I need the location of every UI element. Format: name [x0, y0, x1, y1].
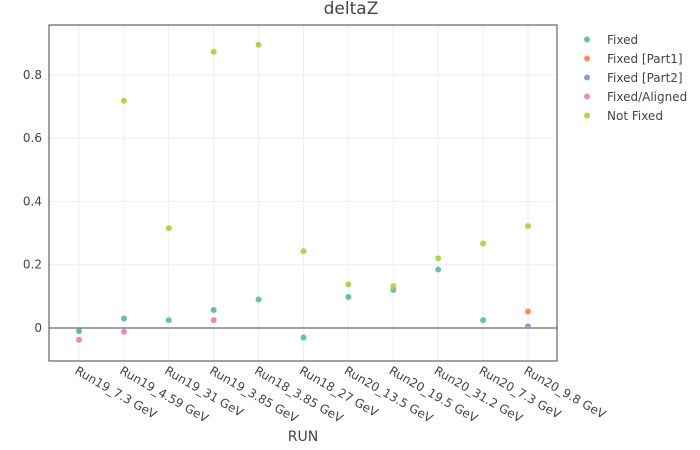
- data-point[interactable]: [255, 296, 262, 303]
- legend-label: Fixed: [607, 33, 638, 47]
- legend-marker: [584, 93, 590, 100]
- data-point[interactable]: [120, 315, 127, 322]
- legend-label: Fixed [Part2]: [607, 71, 683, 85]
- data-point[interactable]: [480, 240, 487, 247]
- data-point[interactable]: [76, 336, 82, 343]
- legend-marker: [584, 36, 590, 43]
- legend-item[interactable]: Fixed [Part2]: [584, 71, 683, 85]
- y-tick-label: 0.8: [23, 68, 42, 82]
- legend-marker: [584, 55, 590, 62]
- y-tick-label: 0.4: [23, 194, 42, 208]
- legend-label: Not Fixed: [607, 109, 663, 123]
- data-point[interactable]: [525, 323, 531, 330]
- data-point[interactable]: [345, 281, 352, 288]
- data-point[interactable]: [390, 283, 397, 290]
- legend-marker: [584, 112, 590, 119]
- legend-item[interactable]: Fixed: [584, 33, 638, 47]
- data-point[interactable]: [210, 317, 217, 324]
- data-point[interactable]: [300, 334, 307, 341]
- data-point[interactable]: [210, 306, 217, 313]
- data-point[interactable]: [435, 266, 442, 273]
- legend-item[interactable]: Not Fixed: [584, 109, 663, 123]
- data-point[interactable]: [525, 223, 531, 230]
- data-point[interactable]: [165, 317, 172, 324]
- grid: [49, 25, 557, 361]
- data-point[interactable]: [76, 328, 82, 335]
- data-point[interactable]: [435, 255, 442, 262]
- data-point[interactable]: [345, 293, 352, 300]
- y-tick-label: 0: [34, 321, 42, 335]
- data-point[interactable]: [300, 248, 307, 255]
- legend-item[interactable]: Fixed/Aligned: [584, 90, 687, 104]
- data-point[interactable]: [120, 97, 127, 104]
- data-point[interactable]: [480, 317, 487, 324]
- x-axis-title: RUN: [288, 429, 318, 445]
- chart-title: deltaZ: [324, 0, 379, 19]
- x-tick-label: Run19_7.3 GeV: [73, 363, 160, 422]
- y-tick-label: 0.6: [23, 131, 42, 145]
- data-point[interactable]: [525, 308, 531, 315]
- plot-area-frame: [48, 24, 558, 362]
- legend-marker: [584, 74, 590, 81]
- data-point[interactable]: [255, 41, 262, 48]
- legend-label: Fixed/Aligned: [607, 90, 687, 104]
- y-axis-ticks: 0 0.2 0.4 0.6 0.8: [23, 68, 42, 335]
- data-point[interactable]: [165, 225, 172, 232]
- data-points: [76, 41, 531, 343]
- y-tick-label: 0.2: [23, 258, 42, 272]
- legend-label: Fixed [Part1]: [607, 52, 683, 66]
- legend[interactable]: Fixed Fixed [Part1] Fixed [Part2] Fixed/Ali…: [584, 33, 687, 123]
- legend-item[interactable]: Fixed [Part1]: [584, 52, 683, 66]
- data-point[interactable]: [120, 328, 127, 335]
- data-point[interactable]: [210, 48, 217, 55]
